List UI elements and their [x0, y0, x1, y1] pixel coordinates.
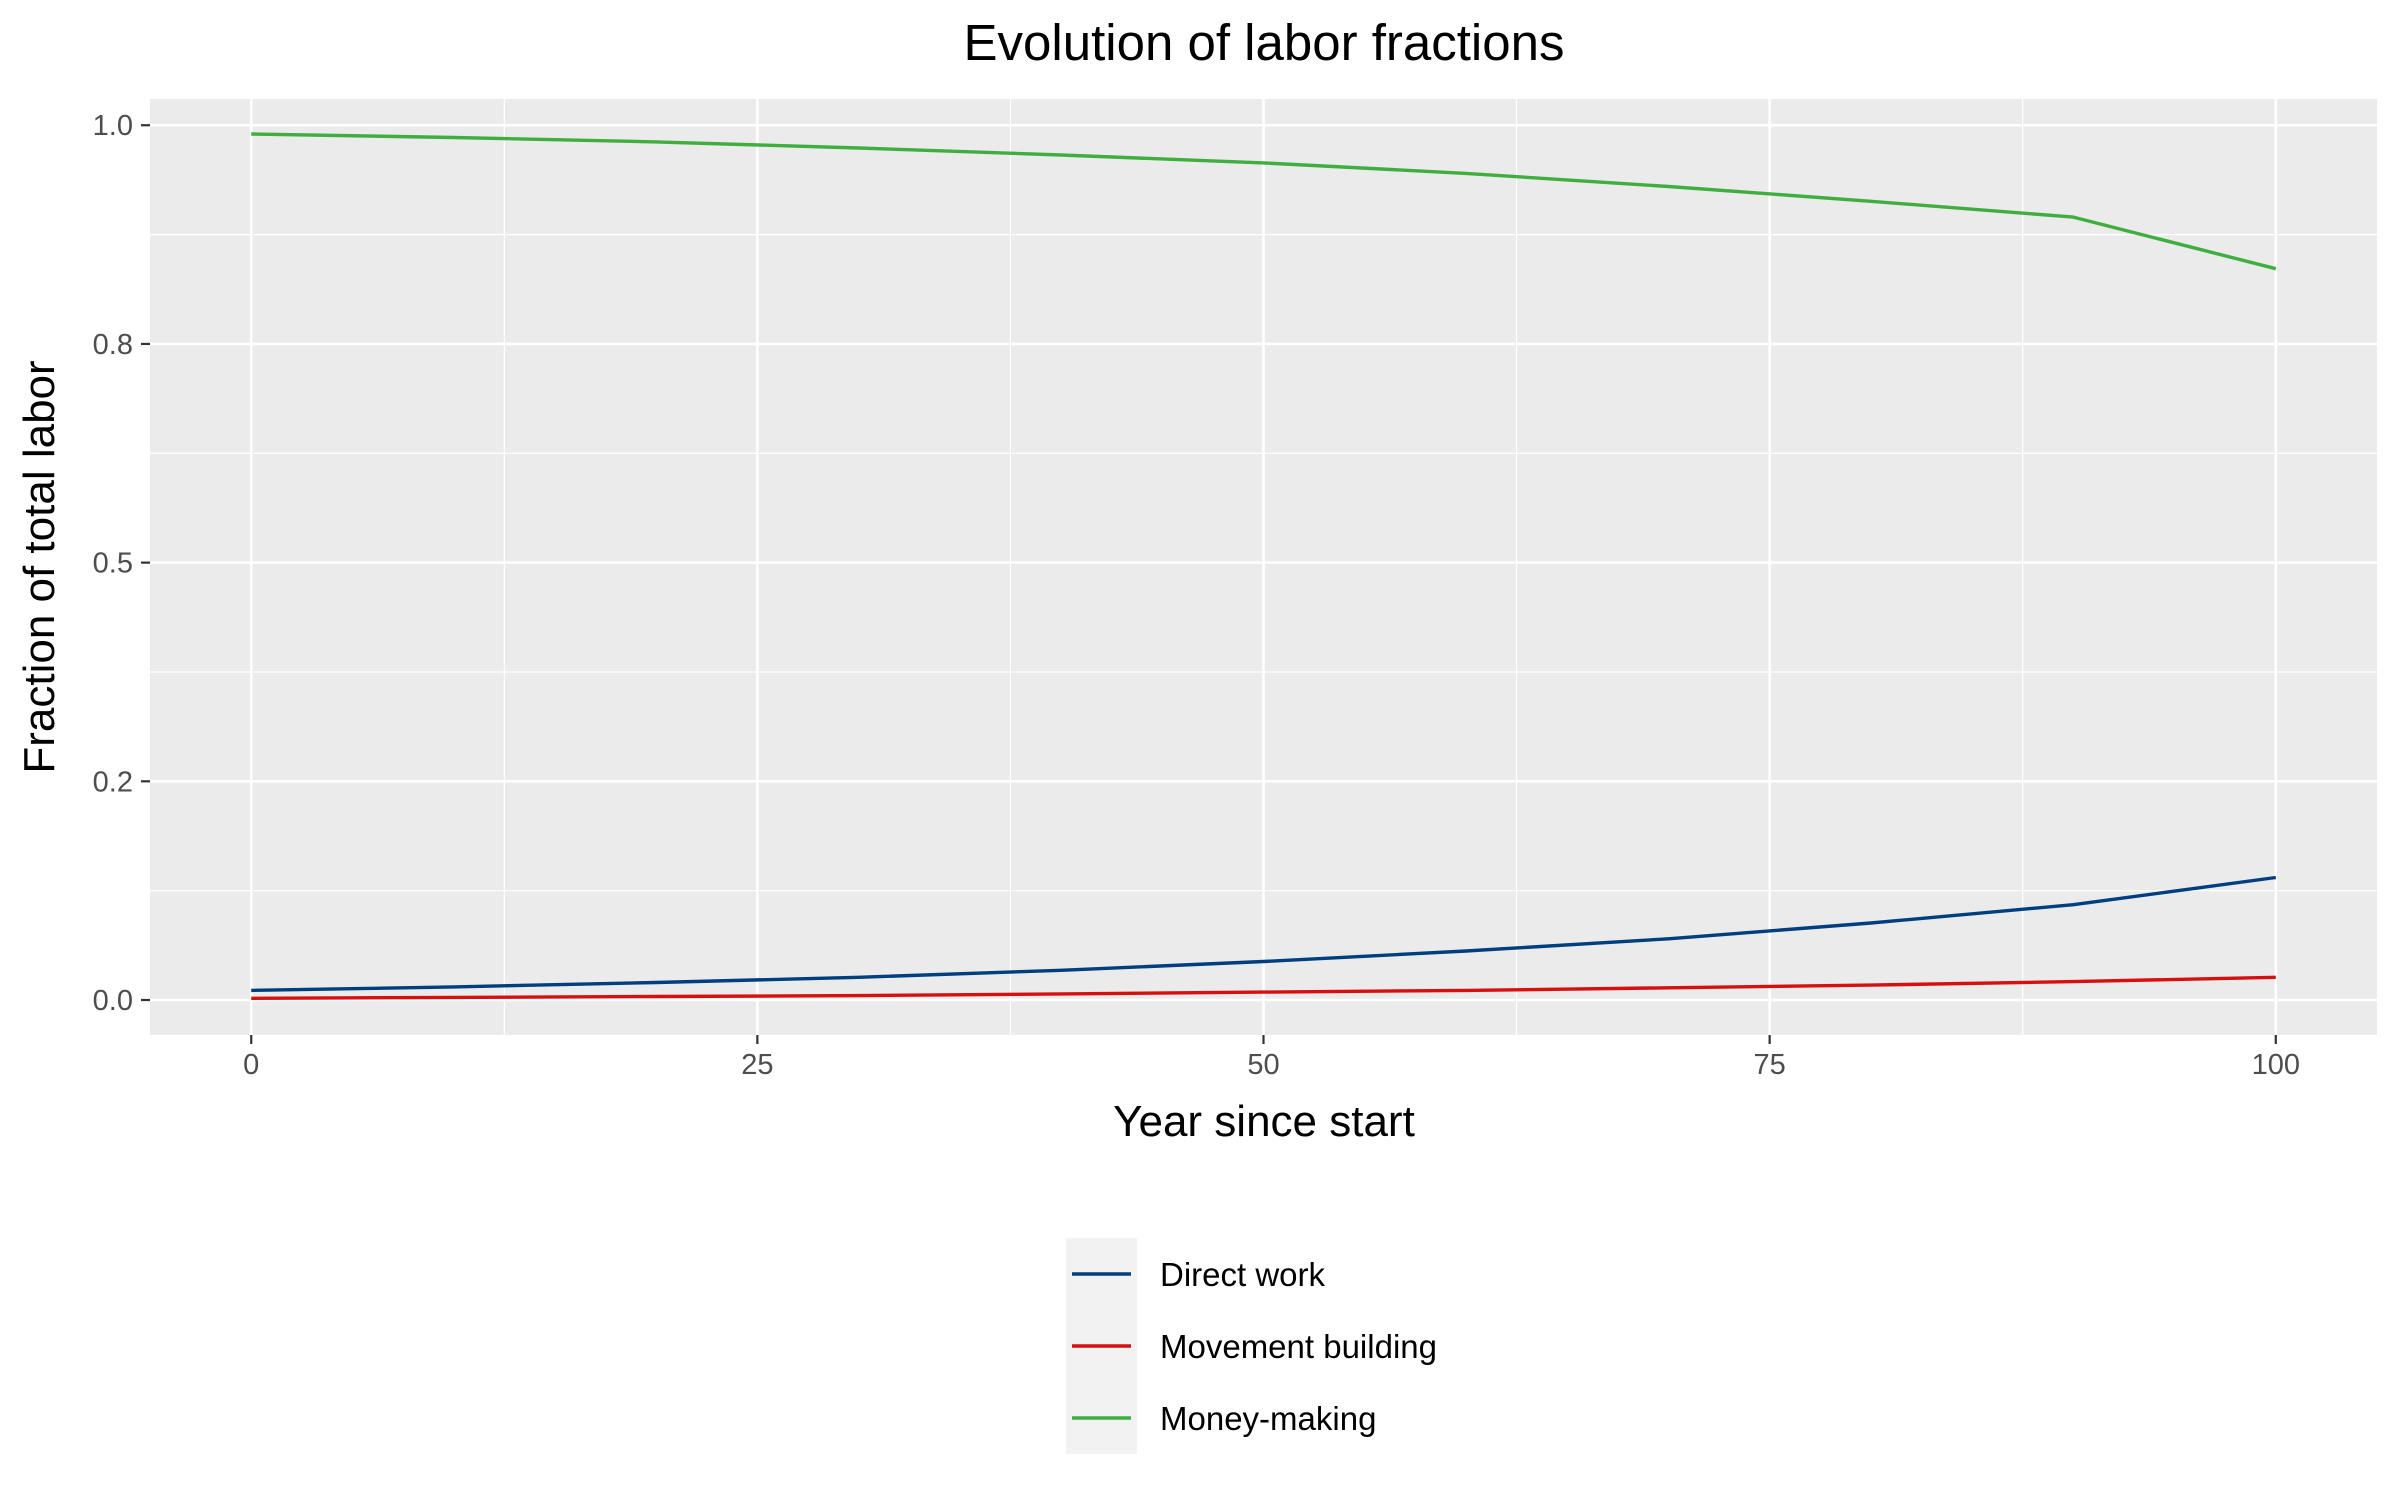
- y-tick-label: 1.0: [93, 110, 133, 142]
- chart-title: Evolution of labor fractions: [964, 14, 1565, 71]
- x-tick-label: 50: [1247, 1049, 1279, 1081]
- y-tick-label: 0.5: [93, 548, 133, 580]
- legend-label-movement-building: Movement building: [1160, 1328, 1437, 1365]
- x-tick-label: 100: [2252, 1049, 2300, 1081]
- y-axis-title: Fraction of total labor: [15, 360, 64, 773]
- y-tick-label: 0.8: [93, 329, 133, 361]
- x-axis: 0 25 50 75 100: [243, 1035, 2300, 1081]
- legend-label-money-making: Money-making: [1160, 1400, 1376, 1437]
- legend: Direct work Movement building Money-making: [1066, 1238, 1437, 1454]
- y-tick-label: 0.2: [93, 766, 133, 798]
- series-line-movement-building: [251, 975, 2276, 1000]
- y-tick-label: 0.0: [93, 985, 133, 1017]
- major-gridlines: [150, 99, 2377, 1035]
- series-lines: [251, 132, 2277, 1000]
- x-axis-title: Year since start: [1113, 1097, 1415, 1146]
- y-axis: 0.0 0.2 0.5 0.8 1.0: [93, 110, 150, 1017]
- legend-label-direct-work: Direct work: [1160, 1256, 1326, 1293]
- series-line-money-making: [251, 132, 2277, 271]
- x-tick-label: 25: [741, 1049, 773, 1081]
- x-tick-label: 0: [243, 1049, 259, 1081]
- x-tick-label: 75: [1754, 1049, 1786, 1081]
- series-line-direct-work: [251, 875, 2277, 993]
